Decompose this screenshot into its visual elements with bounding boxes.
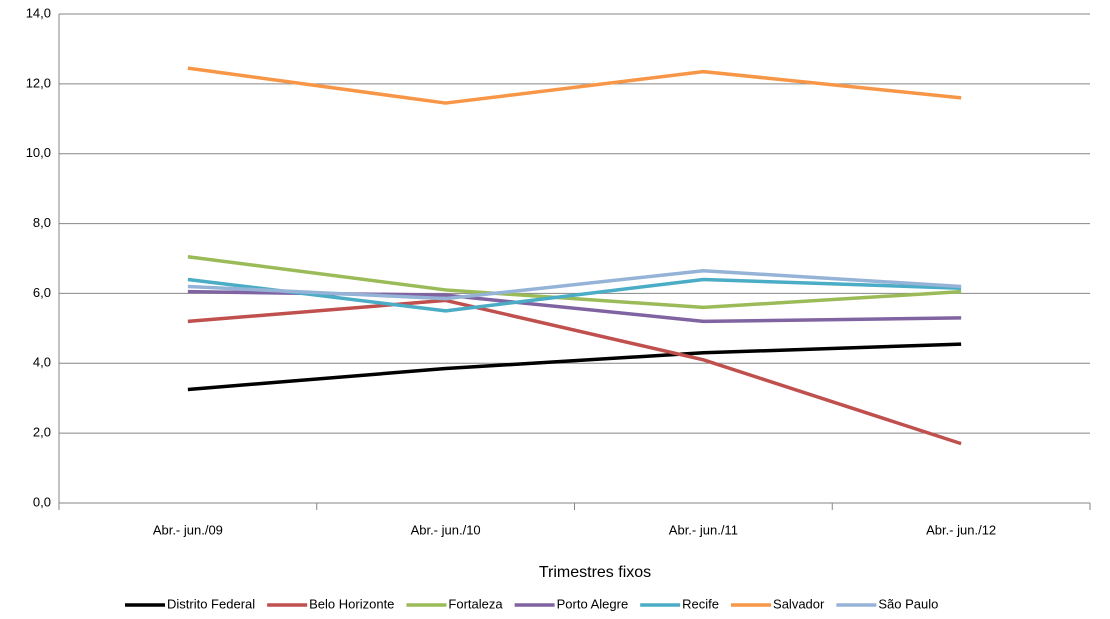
y-tick-label: 10,0 [26, 145, 51, 160]
x-tick-label: Abr.- jun./12 [926, 522, 996, 537]
y-tick-label: 2,0 [33, 425, 51, 440]
y-tick-label: 14,0 [26, 5, 51, 20]
legend-label: São Paulo [878, 596, 938, 611]
y-tick-label: 4,0 [33, 355, 51, 370]
series-line [187, 342, 962, 392]
series-line [187, 298, 962, 446]
series-line [187, 66, 962, 105]
x-tick-label: Abr.- jun./09 [153, 522, 223, 537]
x-axis-title: Trimestres fixos [539, 564, 651, 581]
y-tick-label: 12,0 [26, 75, 51, 90]
legend-label: Recife [682, 596, 719, 611]
series-line [187, 277, 962, 313]
series-line [187, 255, 962, 310]
x-tick-label: Abr.- jun./11 [669, 522, 738, 537]
legend-label: Belo Horizonte [309, 596, 394, 611]
legend-label: Fortaleza [448, 596, 503, 611]
legend-label: Salvador [773, 596, 825, 611]
y-tick-label: 8,0 [33, 215, 51, 230]
y-tick-label: 6,0 [33, 285, 51, 300]
legend-label: Distrito Federal [167, 596, 255, 611]
x-tick-label: Abr.- jun./10 [411, 522, 481, 537]
series-line [187, 268, 962, 301]
y-tick-label: 0,0 [33, 494, 51, 509]
legend-label: Porto Alegre [557, 596, 629, 611]
